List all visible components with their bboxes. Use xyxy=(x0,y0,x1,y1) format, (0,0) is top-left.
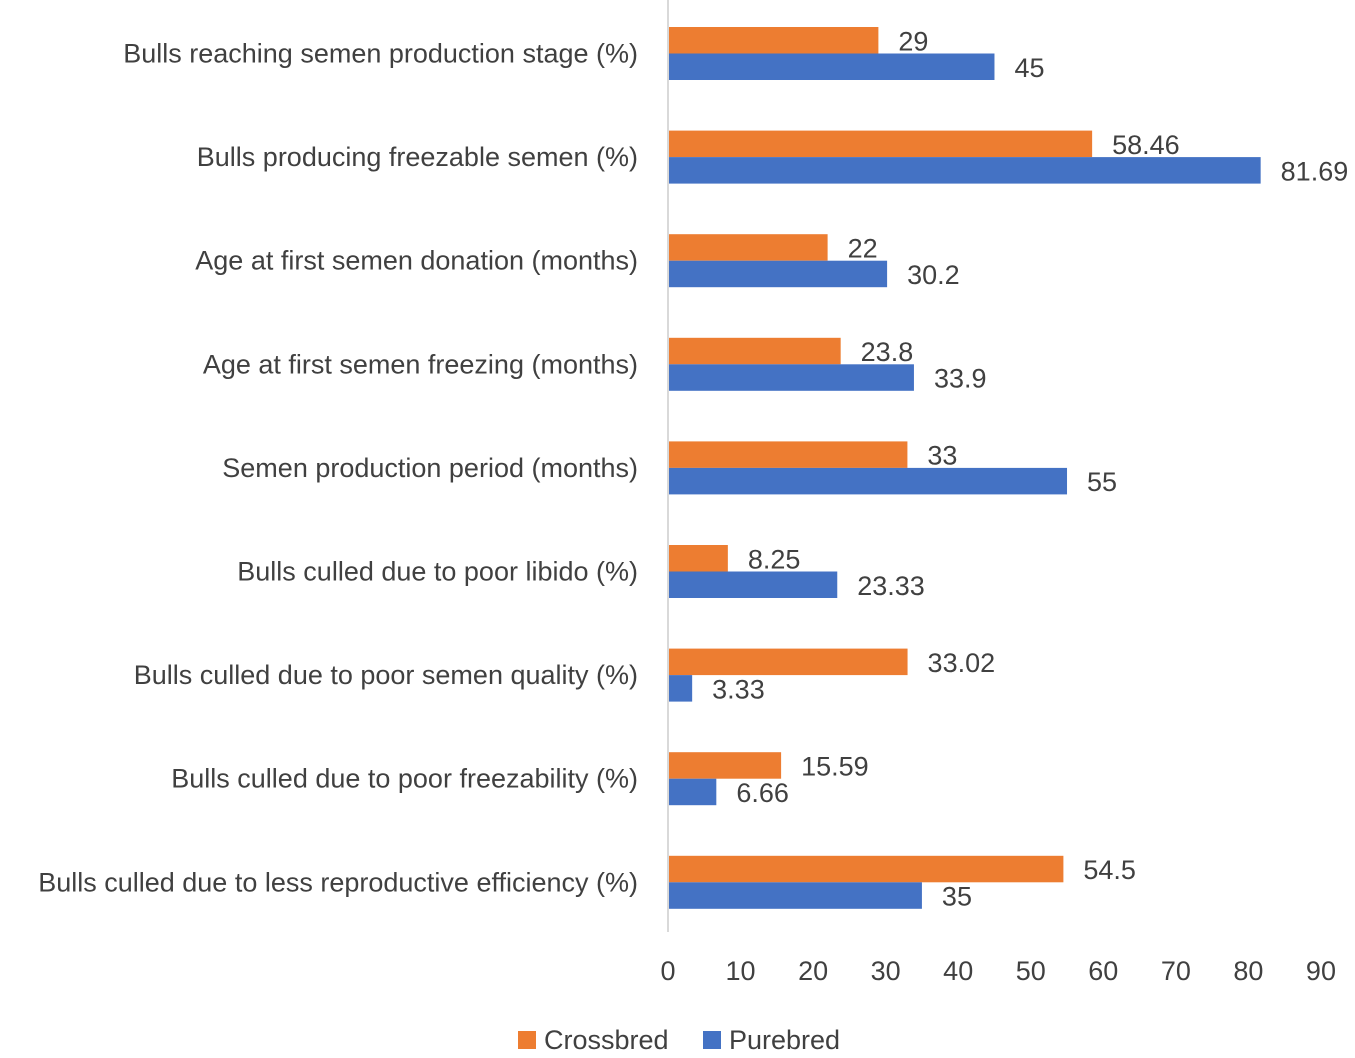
bar-crossbred xyxy=(668,441,908,468)
bar-purebred xyxy=(668,260,888,288)
data-label-crossbred: 33 xyxy=(927,441,957,471)
data-label-crossbred: 58.46 xyxy=(1112,130,1180,160)
bar-crossbred xyxy=(668,130,1093,158)
x-tick-label: 40 xyxy=(943,956,973,986)
x-tick-label: 0 xyxy=(660,956,675,986)
bar-crossbred xyxy=(668,855,1064,883)
x-tick-label: 70 xyxy=(1161,956,1191,986)
category-label: Age at first semen freezing (months) xyxy=(203,349,638,379)
legend-label-crossbred: Crossbred xyxy=(544,1025,669,1053)
data-label-purebred: 45 xyxy=(1014,53,1044,83)
bars-layer xyxy=(668,27,1261,909)
bar-purebred xyxy=(668,675,693,702)
data-label-purebred: 3.33 xyxy=(712,674,765,704)
legend-label-purebred: Purebred xyxy=(729,1025,840,1053)
data-label-purebred: 6.66 xyxy=(736,778,789,808)
data-label-crossbred: 22 xyxy=(848,233,878,263)
category-label: Bulls culled due to poor semen quality (… xyxy=(134,660,638,690)
category-label: Bulls reaching semen production stage (%… xyxy=(123,39,638,69)
x-tick-label: 80 xyxy=(1233,956,1263,986)
x-tick-label: 50 xyxy=(1016,956,1046,986)
category-label: Bulls producing freezable semen (%) xyxy=(197,142,638,172)
data-label-purebred: 33.9 xyxy=(934,364,987,394)
labels-layer: Bulls reaching semen production stage (%… xyxy=(38,26,1348,911)
category-label: Bulls culled due to less reproductive ef… xyxy=(38,867,638,897)
category-label: Semen production period (months) xyxy=(222,453,638,483)
bar-purebred xyxy=(668,157,1261,184)
category-label: Age at first semen donation (months) xyxy=(195,246,638,276)
data-label-purebred: 55 xyxy=(1087,467,1117,497)
category-label: Bulls culled due to poor freezability (%… xyxy=(171,764,638,794)
bar-crossbred xyxy=(668,648,908,676)
bar-crossbred xyxy=(668,27,879,54)
data-label-crossbred: 33.02 xyxy=(928,648,996,678)
data-label-crossbred: 23.8 xyxy=(861,337,914,367)
bar-purebred xyxy=(668,571,838,598)
legend: Crossbred Purebred xyxy=(518,1025,840,1055)
legend-swatch-purebred xyxy=(703,1031,721,1049)
x-axis-ticks: 0 10 20 30 40 50 60 70 80 90 xyxy=(660,956,1335,986)
category-label: Bulls culled due to poor libido (%) xyxy=(237,557,638,587)
legend-swatch-crossbred xyxy=(518,1031,536,1049)
bar-crossbred xyxy=(668,752,782,779)
bar-purebred xyxy=(668,882,922,909)
bar-purebred xyxy=(668,467,1068,495)
data-label-purebred: 30.2 xyxy=(907,260,960,290)
bar-purebred xyxy=(668,53,995,80)
x-tick-label: 60 xyxy=(1088,956,1118,986)
bar-purebred xyxy=(668,778,717,806)
data-label-crossbred: 54.5 xyxy=(1083,855,1136,885)
bar-purebred xyxy=(668,364,914,391)
data-label-purebred: 23.33 xyxy=(857,571,925,601)
bar-crossbred xyxy=(668,545,728,572)
data-label-crossbred: 29 xyxy=(898,26,928,56)
x-tick-label: 10 xyxy=(726,956,756,986)
data-label-crossbred: 15.59 xyxy=(801,751,869,781)
data-label-purebred: 81.69 xyxy=(1281,156,1349,186)
bar-crossbred xyxy=(668,234,828,261)
x-tick-label: 20 xyxy=(798,956,828,986)
x-tick-label: 90 xyxy=(1306,956,1336,986)
data-label-crossbred: 8.25 xyxy=(748,544,801,574)
data-label-purebred: 35 xyxy=(942,882,972,912)
bar-crossbred xyxy=(668,337,841,365)
x-tick-label: 30 xyxy=(871,956,901,986)
